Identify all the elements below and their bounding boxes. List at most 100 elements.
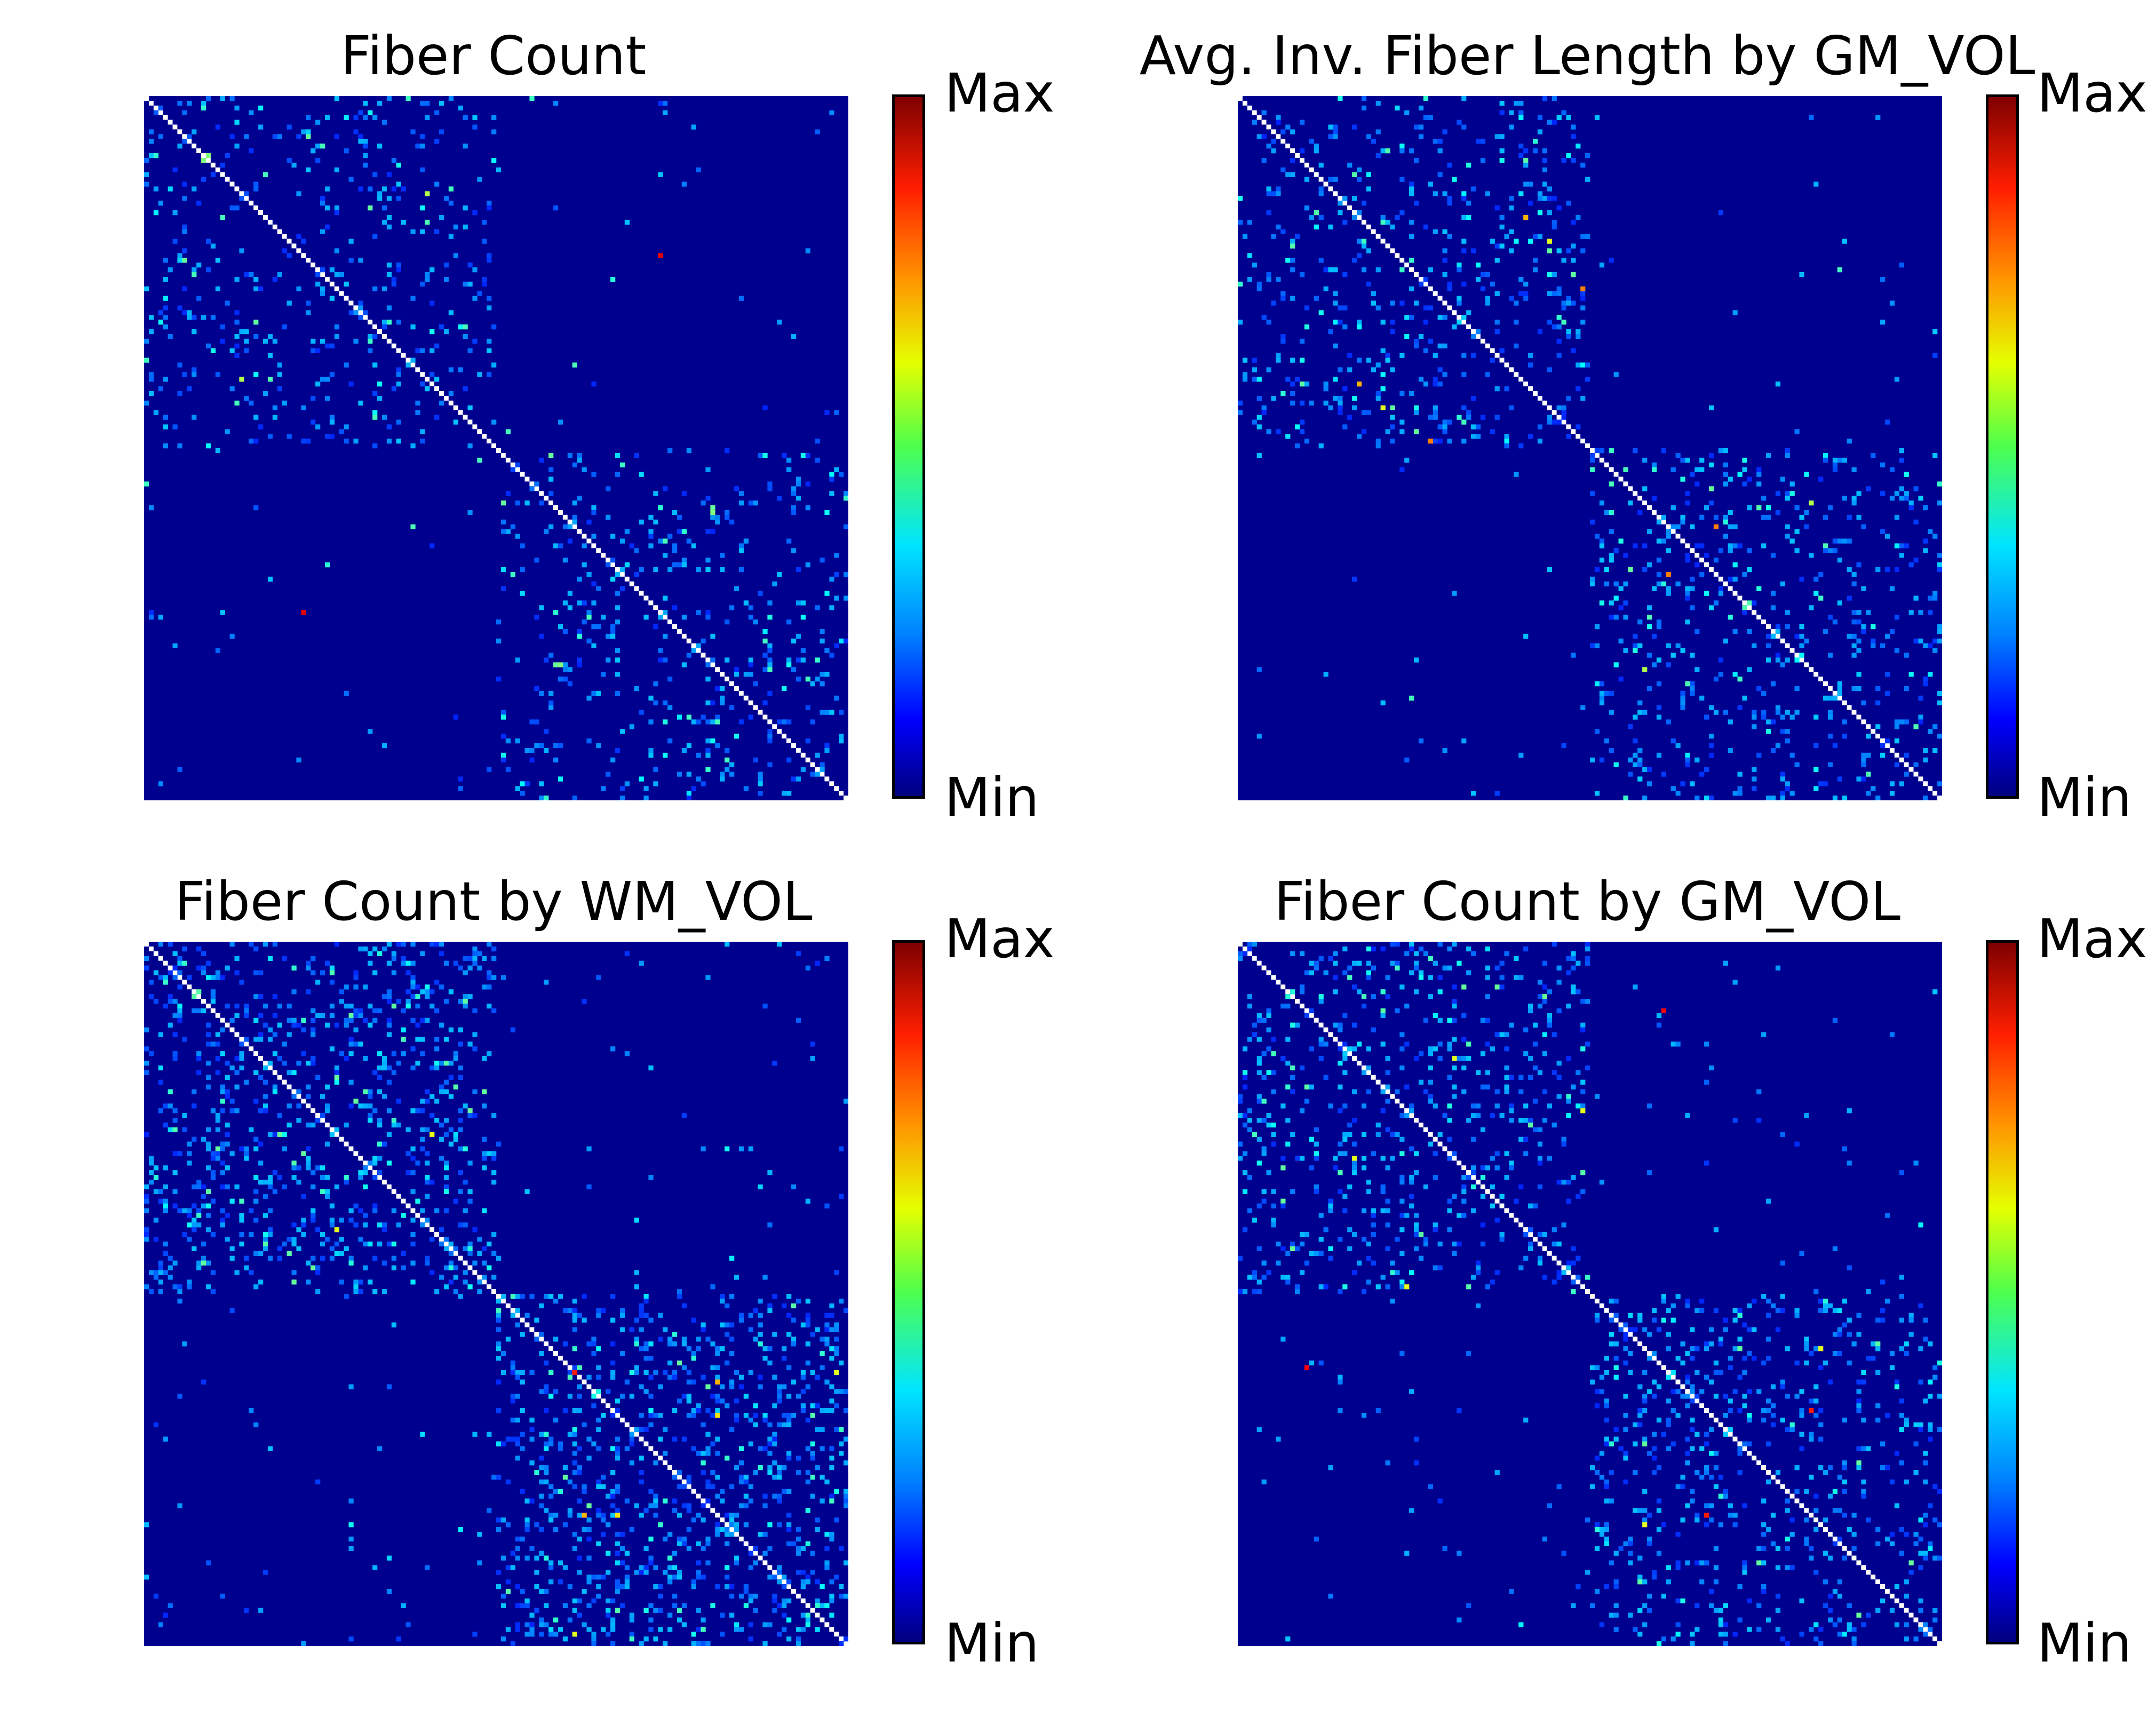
heatmap-diagonal-cell [1414, 1118, 1419, 1123]
heatmap-cell [529, 1436, 535, 1442]
heatmap-cell [301, 405, 306, 410]
heatmap-cell [1285, 994, 1291, 999]
heatmap-cell [1633, 762, 1638, 767]
heatmap-diagonal-cell [1552, 1255, 1557, 1261]
heatmap-cell [1309, 1136, 1314, 1142]
heatmap-cell [496, 1327, 502, 1332]
heatmap-cell [619, 1351, 625, 1356]
heatmap-cell [658, 1436, 663, 1442]
heatmap-cell [705, 1408, 711, 1413]
heatmap-cell [1356, 167, 1362, 172]
heatmap-diagonal-cell [320, 1118, 325, 1123]
heatmap-cell [1904, 686, 1909, 691]
heatmap-cell [1647, 605, 1652, 610]
heatmap-diagonal-cell [615, 1412, 620, 1418]
heatmap-cell [368, 1118, 373, 1123]
heatmap-hot-cell [615, 1513, 620, 1518]
heatmap-cell [1594, 791, 1600, 796]
heatmap-cell [301, 1641, 306, 1646]
heatmap-cell [329, 434, 335, 439]
heatmap-cell [348, 1103, 354, 1109]
heatmap-cell [201, 951, 206, 957]
heatmap-cell [844, 1593, 848, 1599]
heatmap-cell [653, 1636, 658, 1642]
heatmap-cell [158, 1032, 163, 1037]
heatmap-cell [615, 452, 620, 458]
heatmap-cell [824, 648, 830, 653]
heatmap-cell [272, 1189, 278, 1194]
heatmap-cell [1271, 1051, 1276, 1056]
heatmap-hot-cell [1356, 381, 1362, 387]
heatmap-cell [710, 719, 715, 725]
heatmap-cell [334, 210, 339, 216]
heatmap-diagonal-cell [686, 1484, 691, 1489]
heatmap-cell [358, 1103, 363, 1109]
heatmap-cell [381, 324, 387, 330]
heatmap-cell [420, 429, 425, 434]
heatmap-cell [720, 695, 725, 701]
heatmap-cell [282, 400, 287, 406]
heatmap-cell [391, 1122, 396, 1128]
heatmap-cell [1685, 762, 1690, 767]
heatmap-cell [586, 1374, 592, 1380]
heatmap-cell [1590, 452, 1595, 458]
heatmap-cell [168, 1255, 173, 1261]
heatmap-diagonal-cell [1647, 505, 1652, 510]
heatmap-cell [805, 1298, 810, 1304]
heatmap-cell [1276, 115, 1281, 120]
heatmap-cell [544, 529, 549, 534]
heatmap-cell [1599, 695, 1605, 701]
heatmap-cell [372, 1255, 378, 1261]
heatmap-cell [539, 1503, 544, 1508]
heatmap-cell [1361, 429, 1367, 434]
heatmap-cell [1794, 710, 1800, 715]
heatmap-cell [1256, 377, 1262, 382]
heatmap-cell [1866, 752, 1871, 758]
heatmap-cell [386, 1160, 392, 1166]
heatmap-cell [677, 1570, 682, 1575]
heatmap-cell [1509, 1022, 1514, 1028]
heatmap-cell [405, 1003, 411, 1009]
heatmap-cell [720, 1612, 725, 1618]
heatmap-cell [824, 710, 830, 715]
heatmap-cell [772, 1332, 777, 1337]
heatmap-cell [1661, 581, 1666, 586]
heatmap-cell [753, 1337, 758, 1342]
heatmap-cell [648, 1489, 654, 1494]
heatmap-diagonal-cell [782, 1579, 787, 1585]
heatmap-cell [1418, 970, 1424, 975]
heatmap-hot-cell [205, 153, 211, 158]
heatmap-diagonal-cell [1342, 1046, 1348, 1052]
heatmap-cell [529, 1498, 535, 1504]
heatmap-cell [500, 1351, 506, 1356]
heatmap-cell [1418, 134, 1424, 139]
heatmap-cell [239, 1065, 244, 1071]
heatmap-cell [591, 600, 596, 606]
heatmap-cell [1633, 738, 1638, 744]
heatmap-cell [596, 975, 601, 980]
heatmap-cell [482, 219, 487, 225]
heatmap-cell [648, 1503, 654, 1508]
heatmap-cell [1832, 695, 1838, 701]
heatmap-cell [1290, 1075, 1295, 1080]
heatmap-cell [1457, 300, 1462, 306]
heatmap-cell [192, 272, 197, 277]
heatmap-cell [434, 1046, 440, 1052]
heatmap-cell [1318, 1284, 1324, 1290]
heatmap-cell [482, 1165, 487, 1171]
heatmap-cell [1866, 486, 1871, 491]
heatmap-diagonal-cell [1252, 110, 1257, 115]
heatmap-cell [1338, 400, 1343, 406]
heatmap-cell [1247, 1118, 1253, 1123]
heatmap-cell [1580, 320, 1586, 325]
heatmap-cell [805, 1360, 810, 1366]
heatmap-cell [306, 960, 311, 966]
heatmap-cell [434, 980, 440, 985]
heatmap-hot-cell [582, 1513, 587, 1518]
heatmap-cell [720, 1489, 725, 1494]
heatmap-diagonal-cell [753, 1551, 758, 1556]
heatmap-cell [443, 196, 449, 201]
heatmap-cell [582, 1422, 587, 1428]
heatmap-diagonal-cell [1532, 1236, 1538, 1242]
heatmap-cell [306, 1165, 311, 1171]
